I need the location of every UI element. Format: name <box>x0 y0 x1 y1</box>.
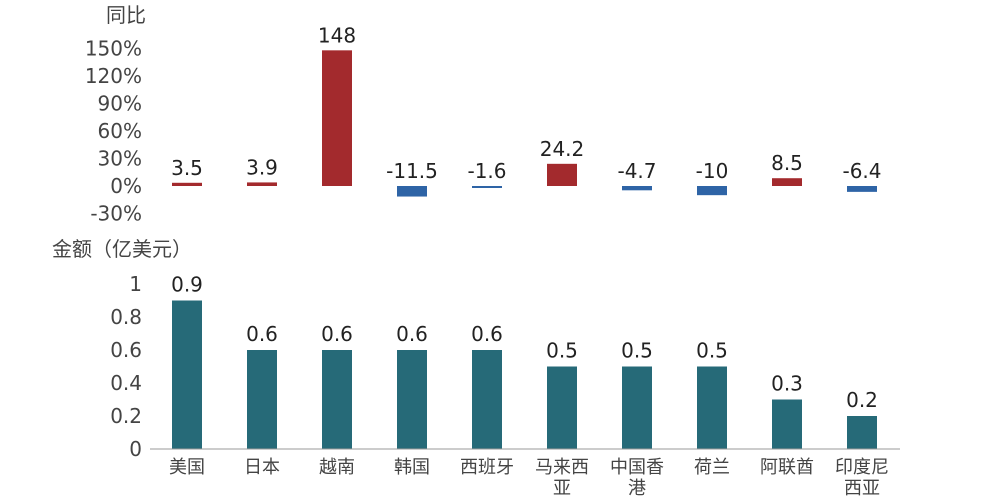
yoy-data-label: -1.6 <box>467 159 506 183</box>
amount-axis-title: 金额（亿美元） <box>52 237 192 261</box>
category-label: 阿联酋 <box>760 457 814 478</box>
yoy-y-tick-label: 150% <box>85 37 142 61</box>
category-label-line: 亚 <box>553 478 571 499</box>
yoy-bar-2 <box>247 182 277 186</box>
category-label-line: 越南 <box>319 457 355 478</box>
amount-y-tick-label: 0.6 <box>110 338 142 362</box>
yoy-y-tick-label: 120% <box>85 64 142 88</box>
yoy-data-label: 3.9 <box>246 155 278 179</box>
category-label: 越南 <box>319 457 355 478</box>
amount-bar-2 <box>247 350 277 449</box>
category-label: 韩国 <box>394 457 430 478</box>
amount-bars <box>172 300 877 449</box>
category-label: 中国香港 <box>610 457 664 499</box>
category-label: 马来西亚 <box>535 457 589 499</box>
amount-bar-7 <box>622 366 652 449</box>
amount-y-tick-label: 0.2 <box>110 404 142 428</box>
category-label-line: 美国 <box>169 457 205 478</box>
category-label-line: 中国香 <box>610 457 664 478</box>
category-label-line: 西亚 <box>844 478 880 499</box>
yoy-data-label: -11.5 <box>386 159 438 183</box>
yoy-y-tick-label: 30% <box>98 147 142 171</box>
category-label-line: 荷兰 <box>694 457 730 478</box>
amount-data-label: 0.9 <box>171 273 203 297</box>
amount-data-label: 0.5 <box>621 339 653 363</box>
category-label: 日本 <box>244 457 280 478</box>
yoy-bar-1 <box>172 182 202 186</box>
yoy-data-label: 24.2 <box>540 137 585 161</box>
yoy-bar-9 <box>772 178 802 186</box>
amount-bar-9 <box>772 399 802 449</box>
amount-bar-3 <box>322 350 352 449</box>
yoy-data-label: -4.7 <box>617 159 656 183</box>
category-label: 美国 <box>169 457 205 478</box>
amount-data-labels: 0.9 0.6 0.6 0.6 0.6 0.5 0.5 0.5 0.3 0.2 <box>171 273 878 413</box>
amount-bar-10 <box>847 416 877 449</box>
amount-data-label: 0.6 <box>396 322 428 346</box>
yoy-data-labels: 3.5 3.9 148 -11.5 -1.6 24.2 -4.7 -10 8.5 -6.4 <box>171 23 881 183</box>
category-label-line: 韩国 <box>394 457 430 478</box>
yoy-bar-3 <box>322 50 352 187</box>
yoy-data-label: -10 <box>696 159 729 183</box>
category-label-line: 西班牙 <box>460 457 514 478</box>
yoy-panel: 同比 150% 120% 90% 60% 30% 0% -30% 3.5 3.9 148 -11.… <box>85 3 882 226</box>
category-label-line: 阿联酋 <box>760 457 814 478</box>
yoy-y-ticks: 150% 120% 90% 60% 30% 0% -30% <box>85 37 142 226</box>
yoy-bars <box>172 50 877 197</box>
amount-data-label: 0.5 <box>546 339 578 363</box>
yoy-data-label: 148 <box>318 23 356 47</box>
amount-bar-1 <box>172 300 202 449</box>
yoy-bar-10 <box>847 186 877 192</box>
category-label-line: 日本 <box>244 457 280 478</box>
yoy-data-label: 3.5 <box>171 156 203 180</box>
yoy-bar-8 <box>697 186 727 196</box>
category-label-line: 港 <box>628 478 646 499</box>
category-label: 印度尼西亚 <box>835 457 889 499</box>
amount-bar-6 <box>547 366 577 449</box>
amount-y-ticks: 1 0.8 0.6 0.4 0.2 0 <box>110 272 142 461</box>
amount-data-label: 0.6 <box>321 322 353 346</box>
amount-bar-5 <box>472 350 502 449</box>
category-label: 荷兰 <box>694 457 730 478</box>
amount-y-tick-label: 0.4 <box>110 371 142 395</box>
amount-y-tick-label: 0.8 <box>110 305 142 329</box>
yoy-data-label: -6.4 <box>842 159 881 183</box>
yoy-bar-4 <box>397 186 427 197</box>
yoy-y-tick-label: 90% <box>98 92 142 116</box>
amount-data-label: 0.3 <box>771 372 803 396</box>
amount-panel: 金额（亿美元） 10.80.60.40.20 0.90.6 0.6 0.6 0.60.… <box>52 237 900 499</box>
yoy-bar-7 <box>622 186 652 191</box>
amount-bar-8 <box>697 366 727 449</box>
yoy-bar-5 <box>472 186 502 188</box>
category-label-line: 印度尼 <box>835 457 889 478</box>
amount-y-tick-label: 0 <box>129 437 142 461</box>
category-label-line: 马来西 <box>535 457 589 478</box>
amount-data-label: 0.6 <box>246 322 278 346</box>
yoy-y-tick-label: 0% <box>110 174 142 198</box>
yoy-y-tick-label: -30% <box>90 202 142 226</box>
amount-data-label: 0.6 <box>471 322 503 346</box>
amount-data-label: 0.5 <box>696 339 728 363</box>
yoy-y-tick-label: 60% <box>98 119 142 143</box>
yoy-data-label: 8.5 <box>771 151 803 175</box>
amount-data-label: 0.2 <box>846 388 878 412</box>
amount-bar-4 <box>397 350 427 449</box>
yoy-axis-title: 同比 <box>106 3 146 27</box>
category-label: 西班牙 <box>460 457 514 478</box>
amount-y-tick-label: 1 <box>129 272 142 296</box>
yoy-bar-6 <box>547 163 577 186</box>
